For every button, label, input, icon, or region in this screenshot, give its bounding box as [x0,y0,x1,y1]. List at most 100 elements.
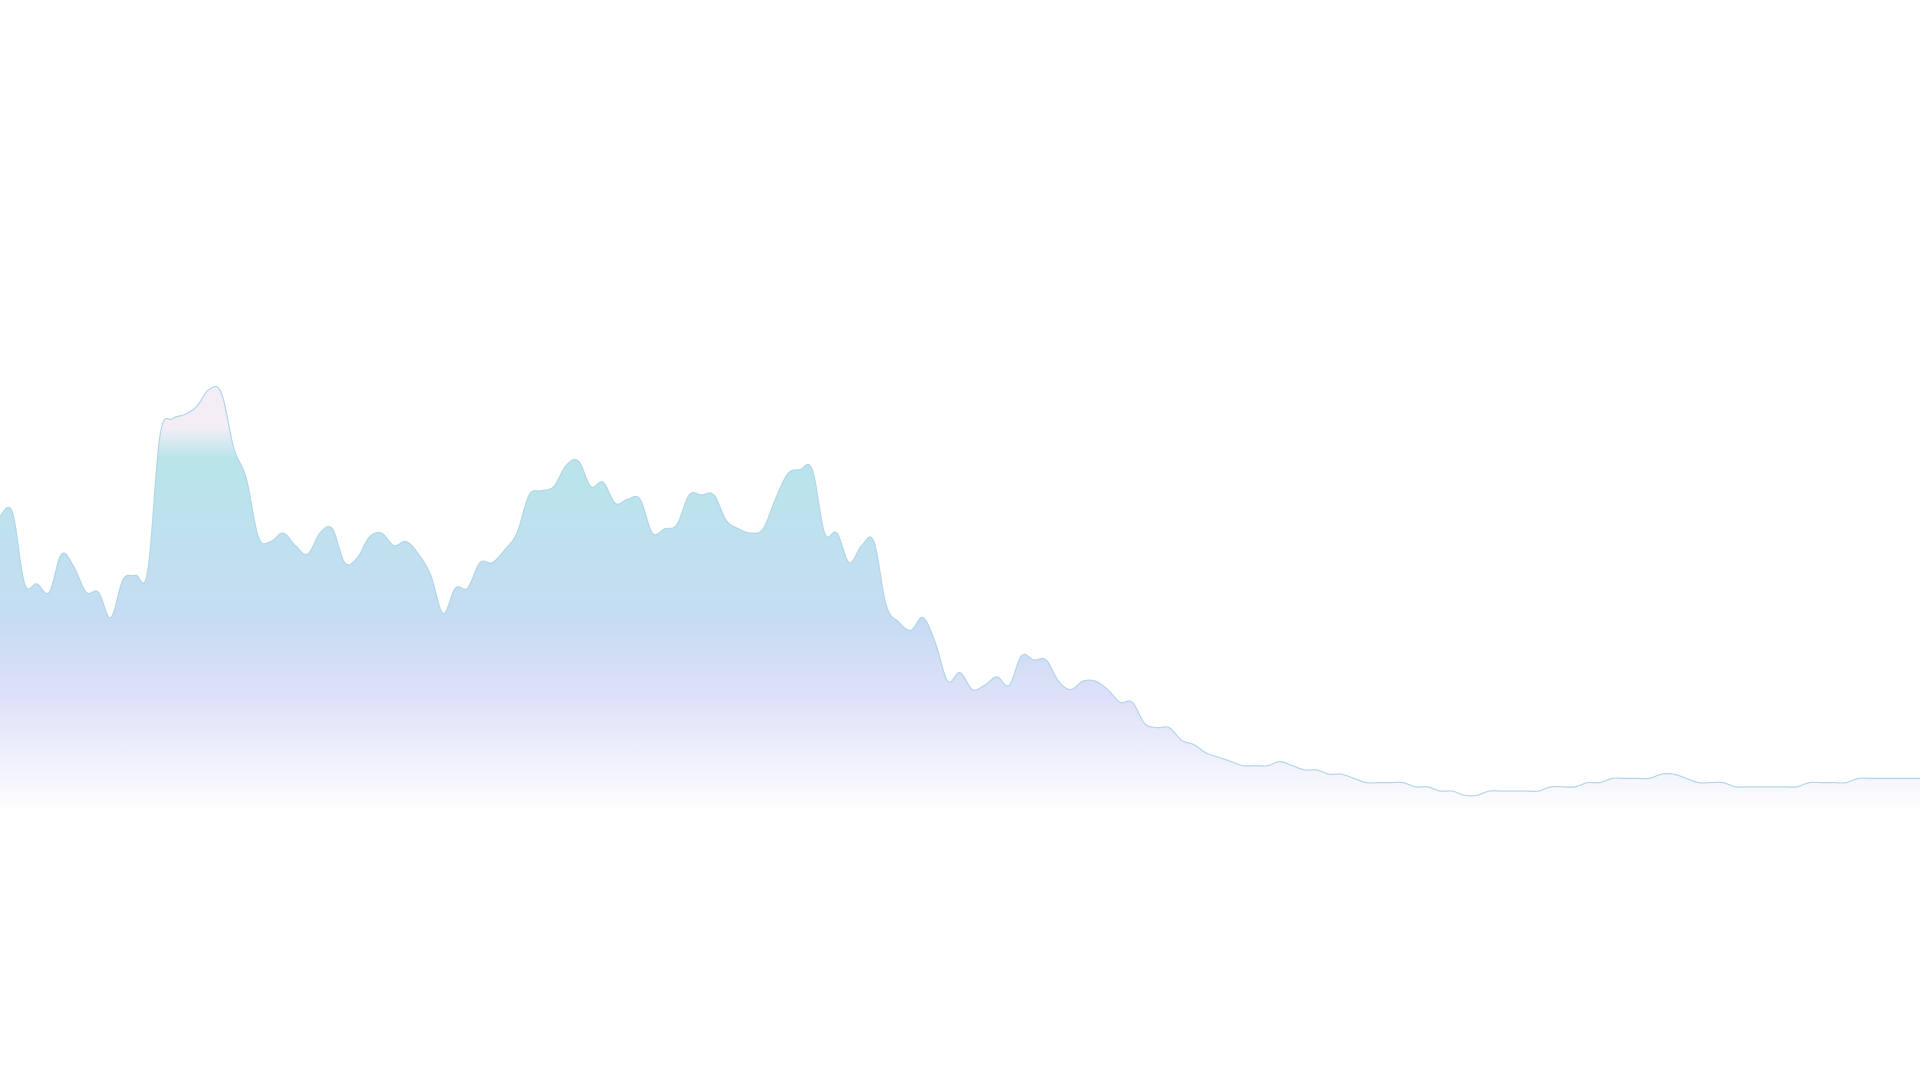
data-point-48 [589,485,593,489]
data-point-126 [1549,785,1553,789]
data-point-58 [712,493,716,497]
area-fill [0,386,1920,808]
data-point-12 [146,569,150,573]
data-point-122 [1500,789,1504,793]
data-point-40 [490,561,494,565]
data-point-104 [1278,759,1282,763]
data-point-141 [1733,785,1737,789]
data-point-149 [1832,781,1836,785]
data-point-136 [1672,772,1676,776]
data-point-121 [1487,789,1491,793]
data-point-132 [1623,776,1627,780]
data-point-147 [1807,781,1811,785]
data-point-65 [798,468,802,472]
data-point-4 [47,590,51,594]
data-point-151 [1856,776,1860,780]
data-point-88 [1081,679,1085,683]
data-point-56 [687,493,691,497]
data-point-114 [1401,781,1405,785]
data-point-62 [761,527,765,531]
data-point-45 [552,485,556,489]
data-point-46 [564,463,568,467]
data-point-27 [330,527,334,531]
data-point-148 [1820,781,1824,785]
data-point-115 [1413,785,1417,789]
data-point-152 [1869,776,1873,780]
data-point-11 [133,573,137,577]
data-point-118 [1450,789,1454,793]
data-point-50 [613,501,617,505]
data-point-25 [306,552,310,556]
data-point-39 [478,561,482,565]
data-point-20 [244,476,248,480]
data-point-51 [626,497,630,501]
data-point-80 [983,683,987,687]
data-point-142 [1746,785,1750,789]
data-point-72 [884,603,888,607]
data-point-47 [576,459,580,463]
data-point-125 [1536,789,1540,793]
data-point-18 [220,391,224,395]
data-point-117 [1438,789,1442,793]
data-point-144 [1770,785,1774,789]
data-point-68 [835,531,839,535]
data-point-31 [380,531,384,535]
data-point-82 [1007,683,1011,687]
data-point-98 [1204,751,1208,755]
data-point-95 [1167,726,1171,730]
data-point-17 [207,387,211,391]
data-point-60 [736,527,740,531]
data-point-2 [23,582,27,586]
data-point-15 [183,413,187,417]
data-point-131 [1610,776,1614,780]
data-point-146 [1795,785,1799,789]
data-point-134 [1647,776,1651,780]
data-point-33 [404,540,408,544]
data-point-96 [1180,738,1184,742]
data-point-116 [1426,785,1430,789]
data-point-74 [909,628,913,632]
data-point-102 [1253,764,1257,768]
data-point-3 [35,582,39,586]
data-point-63 [773,497,777,501]
data-point-79 [970,688,974,692]
data-point-9 [109,616,113,620]
data-point-43 [527,493,531,497]
data-point-78 [958,671,962,675]
data-point-16 [195,404,199,408]
data-point-61 [749,531,753,535]
data-point-138 [1696,781,1700,785]
data-point-22 [269,540,273,544]
data-point-113 [1389,781,1393,785]
data-point-42 [515,531,519,535]
data-point-124 [1524,789,1528,793]
data-point-36 [441,611,445,615]
data-point-76 [933,641,937,645]
data-point-38 [466,586,470,590]
data-point-24 [293,544,297,548]
data-point-112 [1376,781,1380,785]
data-point-49 [601,480,605,484]
data-point-127 [1561,785,1565,789]
data-point-150 [1844,781,1848,785]
area-line [0,385,1920,797]
data-point-133 [1635,776,1639,780]
data-point-77 [946,679,950,683]
data-point-105 [1290,764,1294,768]
data-point-135 [1660,772,1664,776]
data-point-28 [343,561,347,565]
data-point-71 [872,540,876,544]
data-point-10 [121,578,125,582]
data-point-66 [810,468,814,472]
data-point-97 [1192,743,1196,747]
data-point-19 [232,446,236,450]
data-point-128 [1573,785,1577,789]
data-point-145 [1783,785,1787,789]
data-point-37 [453,586,457,590]
data-point-67 [823,531,827,535]
data-point-130 [1598,781,1602,785]
data-point-14 [170,417,174,421]
data-point-54 [663,527,667,531]
data-point-111 [1364,781,1368,785]
data-point-53 [650,531,654,535]
